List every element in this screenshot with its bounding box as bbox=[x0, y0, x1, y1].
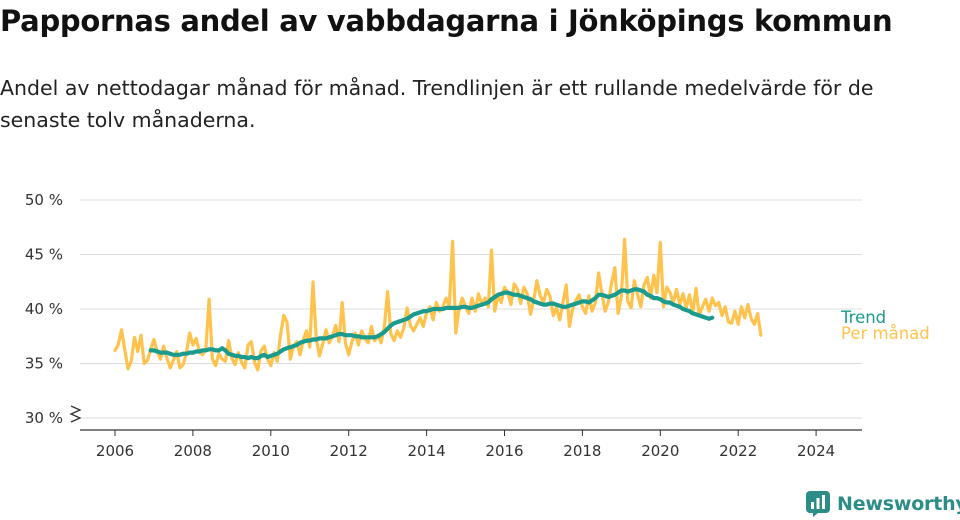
series-lines bbox=[113, 237, 763, 372]
line-chart: 30 % 35 % 40 % 45 % 50 % 2006 2008 2010 2012 201… bbox=[25, 191, 930, 460]
y-tick-label: 30 % bbox=[25, 409, 63, 427]
x-tick-label: 2020 bbox=[641, 442, 679, 460]
x-tick-label: 2022 bbox=[719, 442, 757, 460]
y-tick-label: 35 % bbox=[25, 355, 63, 373]
x-tick-label: 2008 bbox=[174, 442, 212, 460]
x-axis-tick-labels: 2006 2008 2010 2012 2014 2016 2018 2020 2022 2024 bbox=[96, 442, 835, 460]
series-label: Per månad bbox=[841, 324, 930, 343]
x-tick-label: 2018 bbox=[563, 442, 601, 460]
x-tick-label: 2014 bbox=[408, 442, 446, 460]
series-line-1 bbox=[148, 287, 715, 361]
x-tick-label: 2006 bbox=[96, 442, 134, 460]
series-line-0 bbox=[113, 237, 763, 372]
series-label: Trend bbox=[840, 308, 886, 327]
x-tick-label: 2012 bbox=[330, 442, 368, 460]
x-tick-label: 2010 bbox=[252, 442, 290, 460]
y-tick-label: 45 % bbox=[25, 246, 63, 264]
chart-title: Pappornas andel av vabbdagarna i Jönköpi… bbox=[0, 4, 893, 38]
y-axis-tick-labels: 30 % 35 % 40 % 45 % 50 % bbox=[25, 191, 82, 427]
y-tick-label: 50 % bbox=[25, 191, 63, 209]
x-tick-label: 2024 bbox=[797, 442, 835, 460]
x-axis bbox=[80, 429, 862, 436]
brand-name: Newsworthy bbox=[837, 493, 960, 515]
newsworthy-logo-icon bbox=[806, 491, 830, 517]
chart-subtitle: Andel av nettodagar månad för månad. Tre… bbox=[0, 76, 874, 132]
newsworthy-brand: Newsworthy bbox=[805, 490, 960, 518]
y-tick-label: 40 % bbox=[25, 300, 63, 318]
axis-break-icon bbox=[69, 405, 82, 423]
x-tick-label: 2016 bbox=[485, 442, 523, 460]
